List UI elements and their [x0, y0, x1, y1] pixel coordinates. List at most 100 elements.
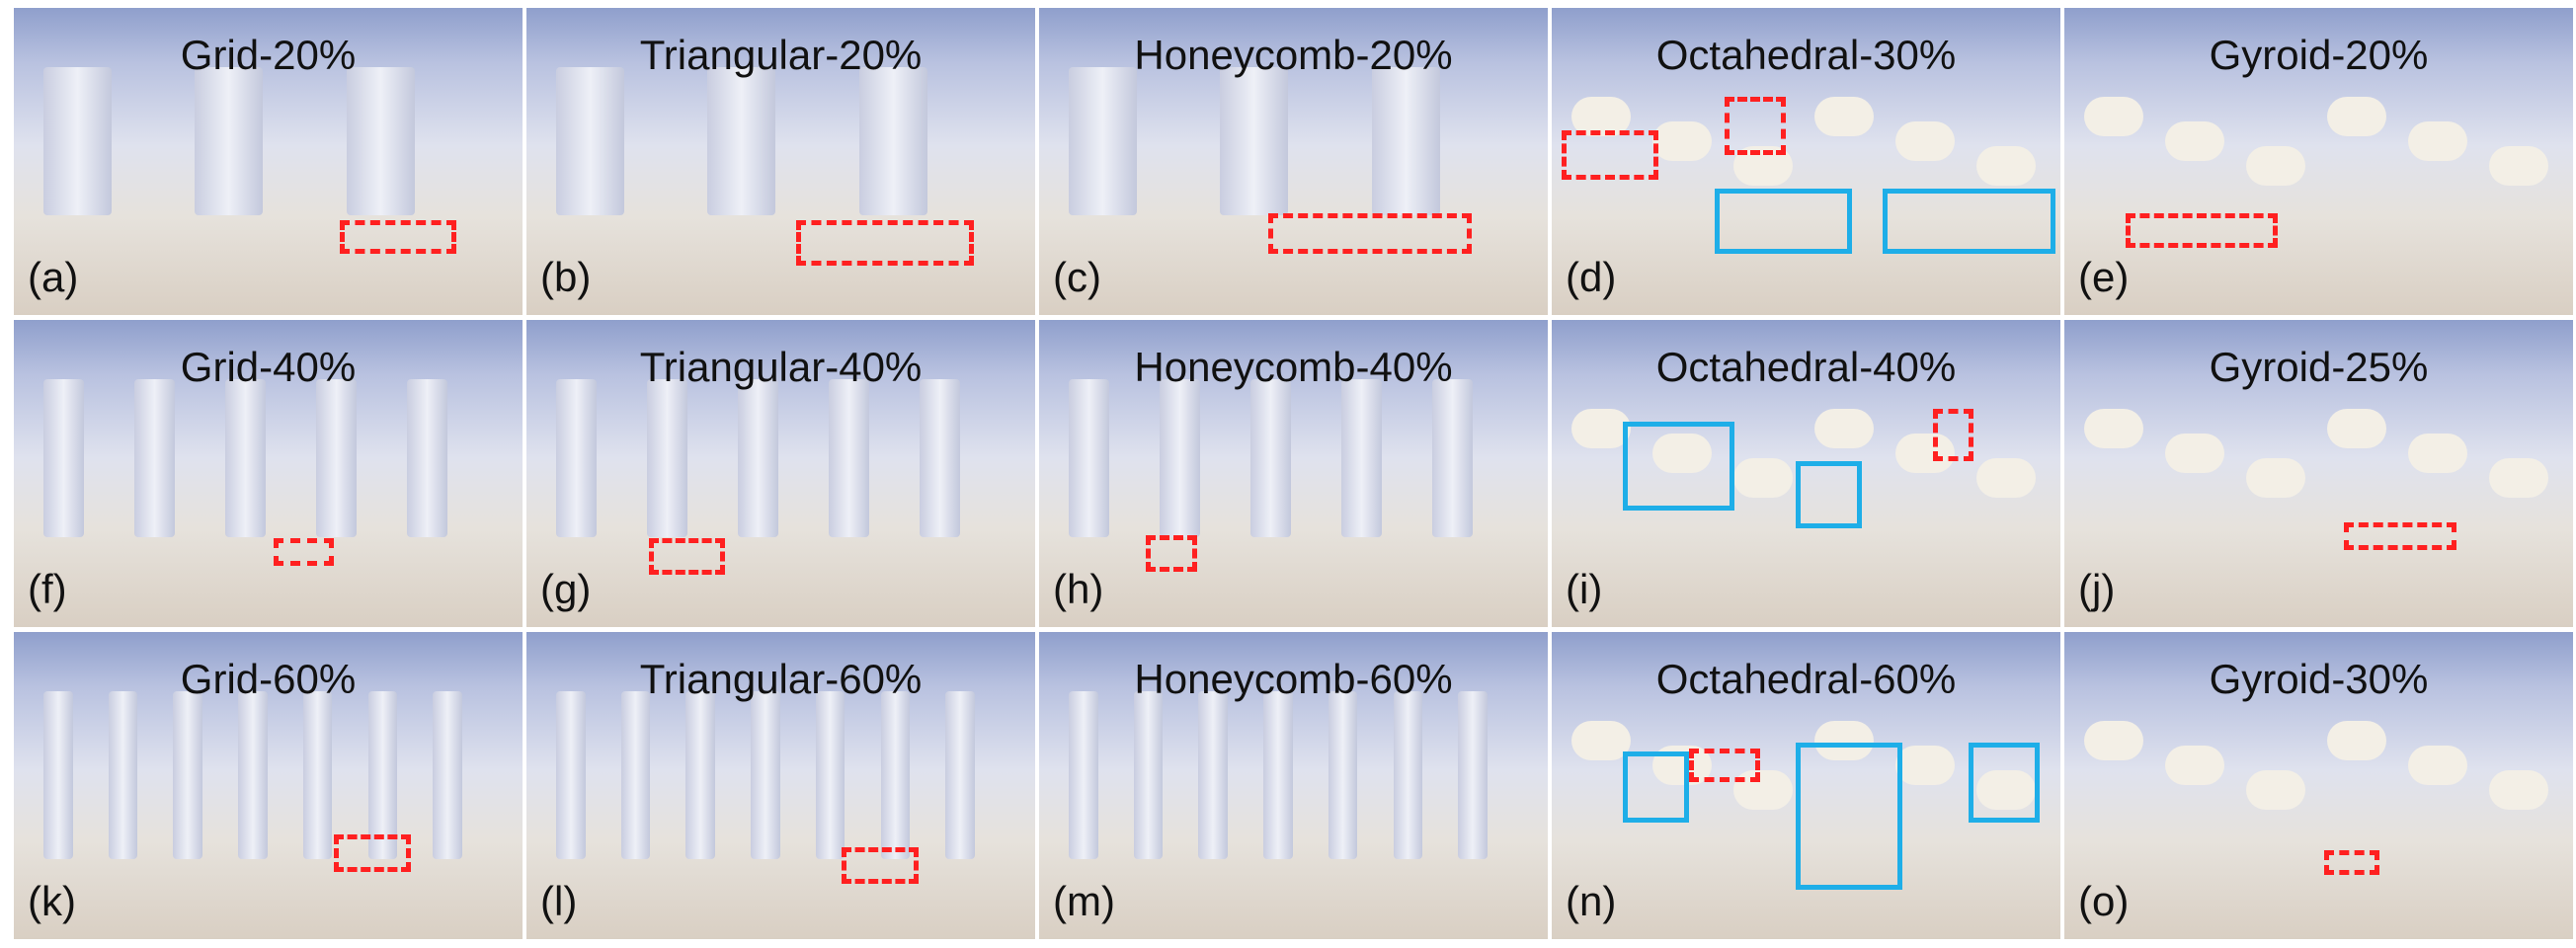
- photo-panel: Octahedral-40% (i): [1552, 320, 2060, 627]
- infill-blob: [1895, 434, 1955, 473]
- infill-column: [1069, 379, 1110, 537]
- defect-box: [1267, 213, 1472, 254]
- panel-title: Gyroid-25%: [2209, 344, 2429, 390]
- infill-column: [556, 691, 586, 859]
- infill-column: [1069, 67, 1137, 215]
- defect-box: [2323, 849, 2380, 875]
- panel-label: (k): [28, 878, 76, 924]
- infill-column: [238, 691, 268, 859]
- panel-title: Grid-60%: [180, 656, 357, 702]
- defect-box: [334, 834, 411, 872]
- void-box: [1796, 742, 1903, 891]
- photo-panel: Gyroid-20% (e): [2064, 8, 2573, 315]
- infill-column: [367, 691, 398, 859]
- infill-column: [316, 379, 358, 537]
- void-box: [1623, 421, 1735, 511]
- void-box: [1969, 742, 2041, 823]
- infill-column: [880, 691, 911, 859]
- panel-title: Triangular-20%: [639, 32, 923, 78]
- defect-box: [1933, 409, 1974, 462]
- photo-panel: Octahedral-30% (d): [1552, 8, 2060, 315]
- photo-panel: Honeycomb-60% (m): [1039, 632, 1548, 939]
- infill-blob: [1571, 721, 1631, 760]
- defect-box: [273, 537, 335, 566]
- infill-column: [1371, 67, 1440, 215]
- photo-panel: Grid-40% (f): [14, 320, 523, 627]
- photo-panel: Octahedral-60% (n): [1552, 632, 2060, 939]
- panel-label: (h): [1053, 566, 1104, 612]
- panel-label: (i): [1566, 566, 1603, 612]
- defect-box: [648, 537, 725, 576]
- panel-label: (n): [1566, 878, 1617, 924]
- infill-column: [751, 691, 780, 859]
- panel-label: (l): [540, 878, 578, 924]
- infill-column: [1341, 379, 1383, 537]
- infill-column: [707, 67, 776, 215]
- infill-blob: [2327, 721, 2386, 760]
- panel-title: Triangular-40%: [639, 344, 923, 390]
- infill-blob: [2084, 409, 2143, 448]
- infill-column: [225, 379, 267, 537]
- infill-column: [1133, 691, 1164, 859]
- infill-blob: [1976, 770, 2036, 810]
- panel-title: Grid-40%: [180, 344, 357, 390]
- infill-column: [433, 691, 462, 859]
- infill-column: [556, 379, 598, 537]
- panel-title: Octahedral-60%: [1655, 656, 1957, 702]
- infill-column: [1250, 379, 1292, 537]
- photo-panel: Triangular-20% (b): [526, 8, 1035, 315]
- panel-title: Gyroid-30%: [2209, 656, 2429, 702]
- panel-label: (a): [28, 254, 79, 300]
- infill-blob: [1652, 121, 1712, 161]
- defect-box: [795, 219, 975, 267]
- infill-column: [1432, 379, 1474, 537]
- panel-label: (o): [2078, 878, 2130, 924]
- infill-column: [1198, 691, 1228, 859]
- defect-box: [2344, 522, 2456, 551]
- panel-label: (e): [2078, 254, 2130, 300]
- infill-blob: [1652, 434, 1712, 473]
- infill-blob: [1733, 458, 1793, 498]
- infill-column: [108, 691, 138, 859]
- infill-column: [1069, 691, 1098, 859]
- infill-column: [43, 379, 85, 537]
- photo-panel: Honeycomb-40% (h): [1039, 320, 1548, 627]
- infill-blob: [2489, 146, 2548, 186]
- infill-blob: [1895, 121, 1955, 161]
- panel-title: Gyroid-20%: [2209, 32, 2429, 78]
- infill-column: [1263, 691, 1293, 859]
- infill-column: [195, 67, 264, 215]
- defect-box: [1725, 97, 1786, 156]
- infill-column: [647, 379, 688, 537]
- infill-blob: [1814, 97, 1874, 136]
- infill-column: [815, 691, 845, 859]
- infill-blob: [2246, 770, 2305, 810]
- infill-column: [1160, 379, 1201, 537]
- infill-column: [1393, 691, 1423, 859]
- infill-blob: [2084, 721, 2143, 760]
- infill-column: [685, 691, 715, 859]
- photo-panel: Honeycomb-20% (c): [1039, 8, 1548, 315]
- panel-title: Honeycomb-40%: [1134, 344, 1453, 390]
- infill-blob: [2489, 458, 2548, 498]
- panel-title: Octahedral-40%: [1655, 344, 1957, 390]
- infill-column: [407, 379, 448, 537]
- panel-label: (b): [540, 254, 592, 300]
- infill-blob: [2084, 97, 2143, 136]
- infill-blob: [2408, 434, 2467, 473]
- infill-column: [302, 691, 333, 859]
- void-box: [1796, 461, 1863, 529]
- defect-box: [339, 219, 457, 254]
- infill-blob: [2165, 434, 2224, 473]
- infill-column: [43, 67, 112, 215]
- panel-label: (g): [540, 566, 592, 612]
- infill-column: [829, 379, 870, 537]
- photo-panel: Grid-60% (k): [14, 632, 523, 939]
- photo-panel: Gyroid-30% (o): [2064, 632, 2573, 939]
- panel-label: (d): [1566, 254, 1617, 300]
- panel-label: (f): [28, 566, 67, 612]
- infill-blob: [2165, 746, 2224, 785]
- infill-blob: [1895, 746, 1955, 785]
- infill-blob: [1733, 770, 1793, 810]
- defect-box: [842, 846, 919, 884]
